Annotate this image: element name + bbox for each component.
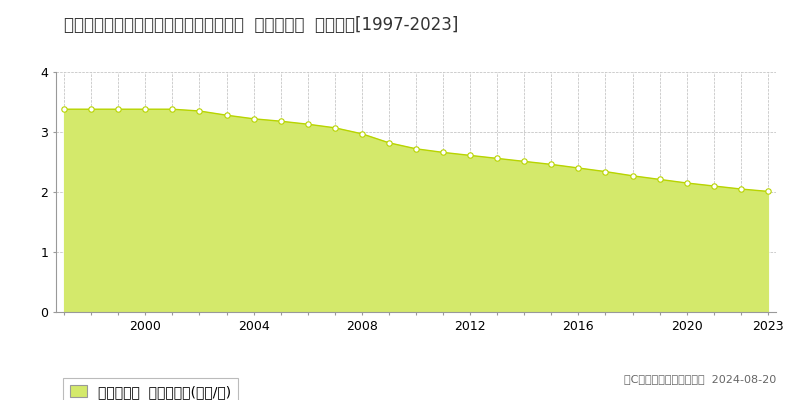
Point [680, 180, 693, 186]
Point [518, 158, 530, 165]
Point [410, 146, 422, 152]
Point [599, 168, 612, 175]
Point [437, 149, 450, 156]
Point [166, 106, 178, 112]
Point [193, 108, 206, 114]
Point [302, 121, 314, 128]
Point [139, 106, 152, 112]
Point [545, 161, 558, 168]
Point [247, 116, 260, 122]
Point [58, 106, 70, 112]
Point [464, 152, 477, 159]
Point [85, 106, 98, 112]
Point [572, 165, 585, 171]
Point [382, 140, 395, 146]
Point [654, 176, 666, 183]
Point [491, 155, 504, 162]
Point [112, 106, 125, 112]
Text: 新潟県岩船郡関川村大字大島３８６番１  基準地価格  地価推移[1997-2023]: 新潟県岩船郡関川村大字大島３８６番１ 基準地価格 地価推移[1997-2023] [64, 16, 458, 34]
Point [355, 130, 368, 137]
Point [328, 125, 341, 131]
Point [734, 186, 747, 192]
Point [274, 118, 287, 124]
Text: （C）土地価格ドットコム  2024-08-20: （C）土地価格ドットコム 2024-08-20 [624, 374, 776, 384]
Point [762, 188, 774, 195]
Legend: 基準地価格  平均坪単価(万円/坪): 基準地価格 平均坪単価(万円/坪) [63, 378, 238, 400]
Point [220, 112, 233, 118]
Point [626, 173, 639, 179]
Point [707, 183, 720, 189]
